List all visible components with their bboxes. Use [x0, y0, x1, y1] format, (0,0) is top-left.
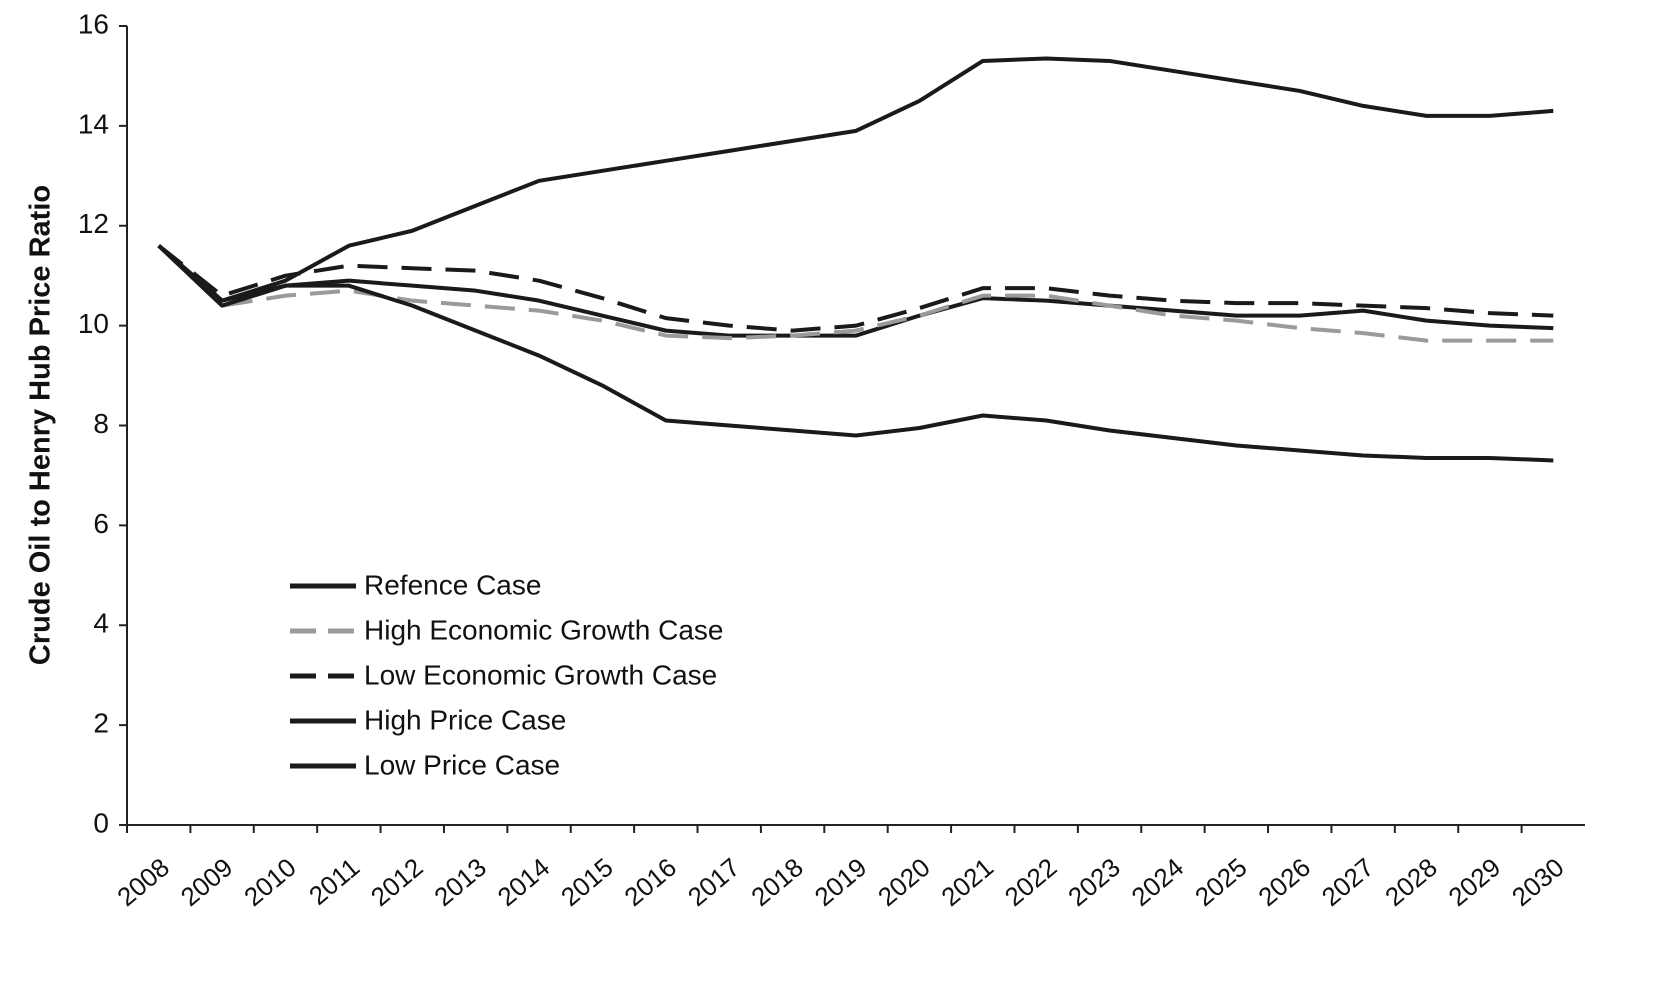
x-tick-label: 2023	[1062, 852, 1126, 912]
x-tick-label: 2025	[1189, 852, 1253, 912]
x-tick-label: 2024	[1126, 852, 1190, 912]
series-line	[157, 244, 1554, 338]
x-tick-label: 2019	[809, 852, 873, 912]
y-axis-label: Crude Oil to Henry Hub Price Ratio	[25, 185, 57, 665]
legend-label: High Price Case	[364, 704, 566, 735]
x-tick-label: 2009	[175, 852, 239, 912]
x-tick-label: 2018	[745, 852, 809, 912]
y-tick-label: 0	[93, 807, 109, 838]
x-tick-label: 2029	[1443, 852, 1507, 912]
series-line	[157, 56, 1554, 303]
x-tick-label: 2021	[935, 852, 999, 912]
x-tick-label: 2014	[492, 852, 556, 912]
y-tick-label: 2	[93, 708, 109, 739]
x-tick-label: 2030	[1506, 852, 1570, 912]
x-tick-label: 2013	[428, 852, 492, 912]
x-tick-label: 2015	[555, 852, 619, 912]
x-tick-label: 2012	[365, 852, 429, 912]
x-tick-label: 2027	[1316, 852, 1380, 912]
x-tick-label: 2011	[303, 852, 365, 911]
series-line	[157, 244, 1554, 333]
legend-label: Refence Case	[364, 569, 541, 600]
y-tick-label: 14	[78, 108, 109, 139]
y-tick-label: 4	[93, 608, 109, 639]
x-tick-label: 2016	[619, 852, 683, 912]
legend-label: High Economic Growth Case	[364, 614, 723, 645]
x-tick-label: 2026	[1252, 852, 1316, 912]
y-tick-label: 6	[93, 508, 109, 539]
series-line	[157, 244, 1554, 343]
x-tick-label: 2017	[682, 852, 746, 912]
x-tick-label: 2022	[999, 852, 1063, 912]
x-tick-label: 2010	[238, 852, 302, 912]
x-tick-label: 2028	[1379, 852, 1443, 912]
y-tick-label: 12	[78, 208, 109, 239]
y-tick-label: 8	[93, 408, 109, 439]
y-tick-label: 10	[78, 308, 109, 339]
series-line	[157, 244, 1554, 463]
y-tick-label: 16	[78, 8, 109, 39]
legend-label: Low Price Case	[364, 749, 560, 780]
x-tick-label: 2020	[872, 852, 936, 912]
x-tick-label: 2008	[111, 852, 175, 912]
legend-label: Low Economic Growth Case	[364, 659, 717, 690]
